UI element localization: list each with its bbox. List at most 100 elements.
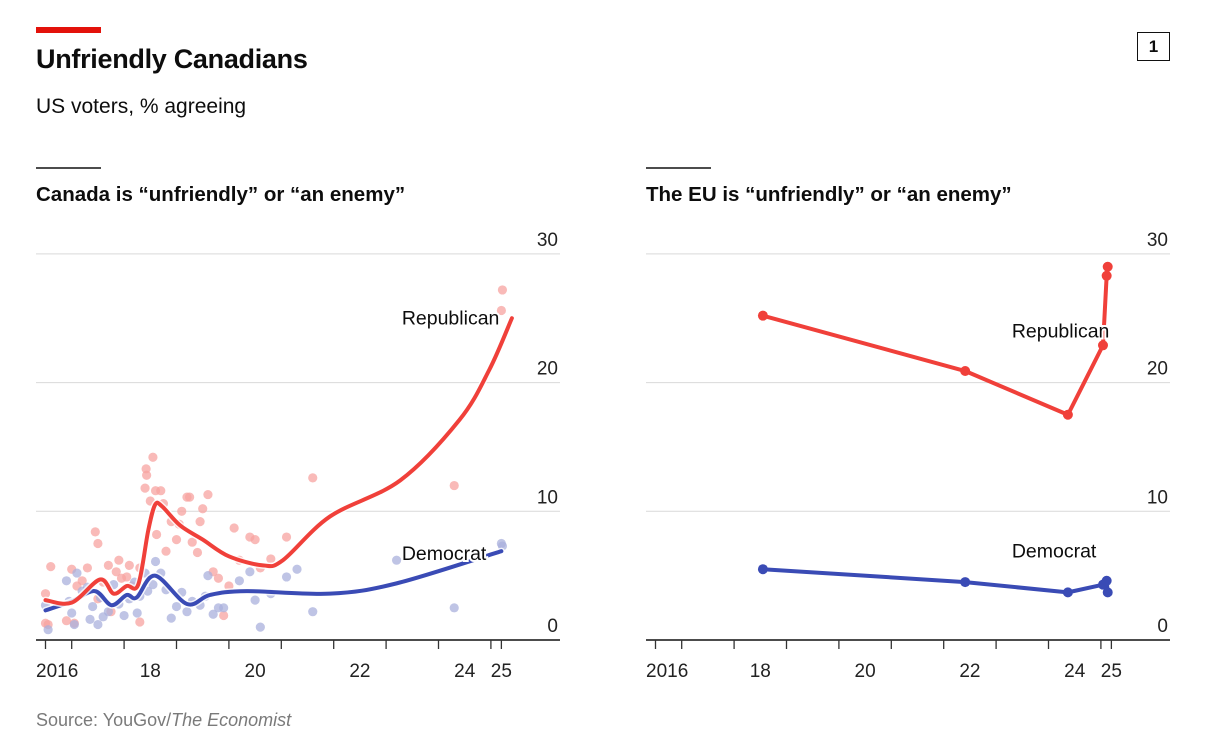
republican-poll-point (90, 527, 100, 537)
republican-poll-point (203, 489, 213, 500)
republican-poll-point (449, 480, 459, 491)
republican-poll-point (61, 616, 72, 626)
republican-poll-point (195, 516, 205, 527)
republican-poll-point (266, 554, 276, 564)
republican-poll-point (135, 617, 145, 627)
democrat-series-label: Democrat (402, 543, 487, 565)
y-tick-label: 20 (1147, 359, 1168, 380)
democrat-data-point (1101, 575, 1112, 586)
republican-poll-point (46, 562, 56, 572)
republican-poll-point (198, 504, 208, 514)
democrat-poll-point (148, 580, 158, 590)
democrat-poll-point (171, 601, 182, 612)
republican-poll-point (281, 532, 292, 542)
democrat-series-label: Democrat (1012, 541, 1097, 563)
democrat-data-point (757, 564, 768, 575)
republican-poll-point (142, 470, 152, 480)
y-tick-label: 0 (1157, 616, 1168, 637)
democrat-poll-point (119, 610, 129, 621)
republican-poll-point (77, 576, 87, 586)
y-tick-label: 20 (537, 359, 558, 380)
republican-poll-point (140, 483, 150, 493)
republican-data-point (1062, 409, 1073, 420)
y-tick-label: 10 (537, 487, 558, 508)
democrat-poll-point (150, 556, 161, 567)
democrat-data-point (1062, 587, 1073, 598)
republican-trend-line (43, 316, 514, 606)
democrat-poll-point (391, 555, 402, 565)
chart-number-badge: 1 (1137, 32, 1170, 61)
republican-poll-point (185, 492, 195, 502)
y-tick-label: 30 (537, 230, 558, 251)
democrat-line (762, 567, 1110, 595)
republican-series-label: Republican (1012, 321, 1110, 343)
republican-poll-point (496, 305, 506, 316)
republican-poll-point (103, 560, 113, 570)
republican-series-label: Republican (402, 308, 500, 330)
y-tick-label: 30 (1147, 230, 1168, 251)
republican-data-point (960, 366, 971, 377)
x-tick-label: 24 (1064, 661, 1086, 682)
democrat-poll-point (43, 625, 53, 635)
democrat-poll-point (132, 608, 142, 618)
x-tick-label: 18 (750, 661, 771, 682)
republican-poll-point (40, 589, 51, 599)
democrat-poll-point (208, 609, 218, 619)
y-tick-label: 0 (547, 616, 558, 637)
x-tick-label: 20 (245, 661, 266, 682)
source-prefix: Source: YouGov/ (36, 710, 172, 730)
chart-subtitle: US voters, % agreeing (36, 95, 247, 118)
republican-data-point (757, 310, 768, 321)
republican-poll-point (156, 486, 166, 496)
x-tick-label: 22 (349, 661, 370, 682)
republican-poll-point (308, 473, 318, 483)
democrat-poll-point (166, 613, 176, 623)
republican-poll-point (171, 535, 182, 545)
democrat-data-point (1102, 587, 1113, 598)
republican-poll-point (224, 581, 234, 591)
democrat-poll-point (67, 608, 77, 618)
democrat-poll-point (292, 564, 302, 574)
brand-red-bar (36, 27, 101, 33)
republican-poll-point (93, 538, 103, 549)
republican-poll-point (250, 535, 260, 545)
democrat-poll-point (203, 571, 213, 581)
democrat-poll-point (308, 607, 318, 617)
republican-poll-point (213, 573, 224, 583)
democrat-poll-point (69, 619, 79, 630)
republican-poll-point (161, 546, 171, 556)
democrat-poll-point (219, 603, 229, 613)
democrat-poll-point (182, 607, 192, 617)
republican-data-point (1097, 340, 1108, 351)
democrat-poll-point (88, 601, 98, 612)
x-tick-label: 2016 (646, 661, 688, 682)
democrat-poll-point (250, 595, 260, 605)
republican-poll-point (124, 560, 134, 570)
republican-poll-point (192, 547, 203, 558)
republican-data-point (1101, 270, 1112, 281)
republican-poll-point (111, 567, 121, 577)
republican-poll-point (114, 555, 124, 565)
source-publication: The Economist (171, 710, 292, 730)
panel-title: The EU is “unfriendly” or “an enemy” (646, 183, 1012, 206)
democrat-poll-point (72, 568, 82, 578)
republican-poll-point (219, 610, 229, 621)
republican-poll-point (187, 537, 197, 547)
x-tick-label: 18 (140, 661, 161, 682)
chart-title: Unfriendly Canadians (36, 44, 308, 74)
eu-chart: The EU is “unfriendly” or “an enemy” 0 10 2… (646, 167, 1170, 682)
republican-poll-point (151, 529, 162, 540)
democrat-poll-point (103, 607, 113, 617)
x-tick-label: 25 (1101, 661, 1122, 682)
canada-chart: Canada is “unfriendly” or “an enemy” 0 10 2… (36, 167, 560, 682)
democrat-poll-point (93, 619, 103, 630)
panel-title: Canada is “unfriendly” or “an enemy” (36, 183, 405, 206)
democrat-poll-point (85, 614, 95, 625)
republican-poll-point (148, 452, 158, 462)
democrat-poll-point (255, 622, 265, 632)
x-tick-label: 20 (855, 661, 876, 682)
democrat-poll-point (245, 567, 255, 577)
republican-data-point (1102, 261, 1113, 272)
democrat-poll-point (449, 603, 459, 613)
